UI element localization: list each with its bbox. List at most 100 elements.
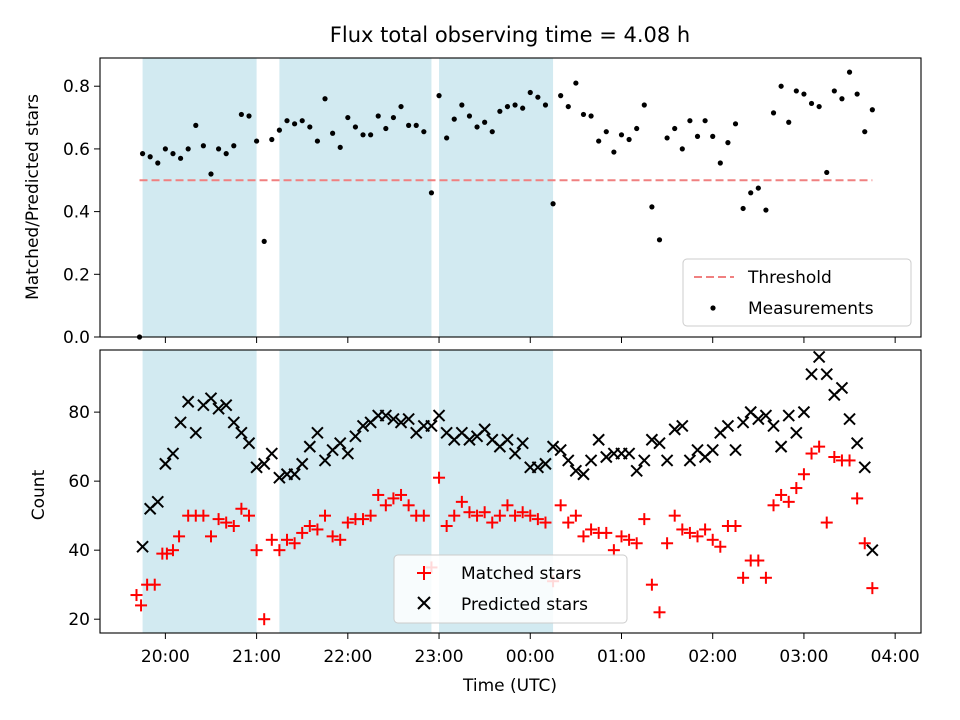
predicted-star-point (265, 447, 279, 460)
predicted-star-point (296, 457, 309, 471)
measurement-point (580, 111, 587, 118)
measurement-point (459, 102, 465, 108)
matched-star-point (341, 516, 354, 529)
predicted-star-point (797, 405, 811, 419)
top-y-ticks: 0.0 0.2 0.4 0.6 0.8 (63, 77, 100, 348)
x-tick-label: 02:00 (688, 647, 737, 667)
top-y-tick-label: 0.6 (63, 140, 90, 160)
bottom-y-tick-label: 20 (68, 610, 90, 630)
matched-star-point (775, 488, 788, 501)
measurement-point (694, 133, 701, 139)
matched-star-point (197, 509, 210, 522)
matched-star-point (463, 506, 476, 519)
measurement-point (215, 146, 222, 152)
top-y-axis-label: Matched/Predicted stars (23, 94, 43, 300)
measurement-point (352, 124, 359, 130)
predicted-star-point (683, 454, 697, 467)
matched-star-point (706, 533, 719, 546)
matched-star-point (242, 509, 255, 522)
predicted-star-point (288, 468, 301, 481)
measurement-point (717, 160, 723, 166)
measurement-point (596, 138, 602, 144)
predicted-star-point (257, 457, 271, 471)
measurement-point (208, 171, 214, 177)
top-y-tick-label: 0.0 (63, 328, 90, 348)
bottom-y-axis-label: Count (29, 469, 49, 520)
measurement-point (444, 135, 450, 141)
predicted-star-point (425, 419, 438, 433)
matched-star-point (471, 509, 484, 522)
matched-star-point (227, 520, 240, 533)
predicted-star-point (584, 454, 598, 467)
measurement-point (520, 105, 526, 111)
predicted-star-point (250, 461, 263, 474)
measurement-point (314, 138, 321, 144)
measurement-point (702, 118, 708, 124)
predicted-star-point (181, 395, 195, 408)
measurement-point (687, 118, 693, 124)
predicted-star-point (660, 454, 674, 467)
matched-star-point (395, 488, 408, 501)
measurement-point (527, 89, 533, 96)
predicted-star-point (478, 423, 491, 436)
predicted-star-point (189, 426, 202, 440)
legend-threshold-label: Threshold (747, 268, 832, 288)
predicted-star-point (432, 409, 446, 422)
matched-star-point (782, 495, 795, 508)
matched-star-point (455, 495, 468, 508)
matched-star-point (585, 523, 598, 536)
measurement-point (337, 144, 343, 150)
matched-star-point (820, 516, 833, 529)
measurement-point (185, 146, 191, 152)
matched-star-point (714, 540, 727, 553)
measurement-point (588, 113, 594, 119)
predicted-star-point (539, 457, 552, 471)
measurement-point (862, 129, 868, 135)
matched-star-point (173, 530, 186, 543)
measurement-point (504, 103, 511, 110)
top-shaded-interval (279, 58, 432, 337)
matched-star-point (478, 506, 491, 519)
matched-star-point (509, 509, 522, 522)
matched-star-point (851, 492, 864, 505)
predicted-star-point (767, 419, 780, 433)
bottom-axes-frame (99, 349, 922, 634)
measurement-point (801, 91, 807, 97)
top-shaded-interval (439, 58, 554, 337)
predicted-star-point (721, 419, 735, 433)
matched-star-point (250, 544, 263, 557)
measurement-point (276, 127, 283, 133)
measurement-point (284, 118, 290, 124)
matched-star-point (130, 589, 143, 602)
measurement-point (755, 185, 761, 191)
matched-star-point (645, 578, 658, 591)
matched-star-point (493, 509, 506, 522)
bottom-x-ticks: 20:00 21:00 22:00 23:00 00:00 01:00 02:00 03:00… (141, 633, 920, 667)
measurement-point (368, 132, 374, 138)
matched-star-point (273, 544, 286, 557)
matched-star-point (752, 554, 765, 567)
measurement-point (292, 121, 298, 127)
bottom-legend-box (393, 554, 628, 624)
top-y-tick-label: 0.2 (63, 265, 90, 285)
measurement-point (162, 146, 168, 152)
matched-star-point (501, 499, 514, 512)
matched-star-point (148, 578, 161, 591)
matched-star-point (258, 613, 271, 626)
bottom-y-tick-label: 60 (68, 472, 90, 492)
x-tick-label: 21:00 (232, 647, 281, 667)
matched-star-point (668, 509, 681, 522)
top-shaded-intervals (142, 58, 554, 337)
x-tick-label: 22:00 (323, 647, 372, 667)
matched-star-point (539, 516, 552, 529)
measurement-point (641, 102, 647, 108)
matched-star-point (516, 506, 529, 519)
matched-stars-points (130, 440, 879, 626)
matched-star-point (334, 533, 347, 546)
matched-star-point (212, 513, 225, 526)
measurement-point (451, 116, 457, 122)
measurement-point (603, 129, 609, 135)
measurement-point (360, 132, 366, 138)
matched-star-point (326, 530, 339, 543)
